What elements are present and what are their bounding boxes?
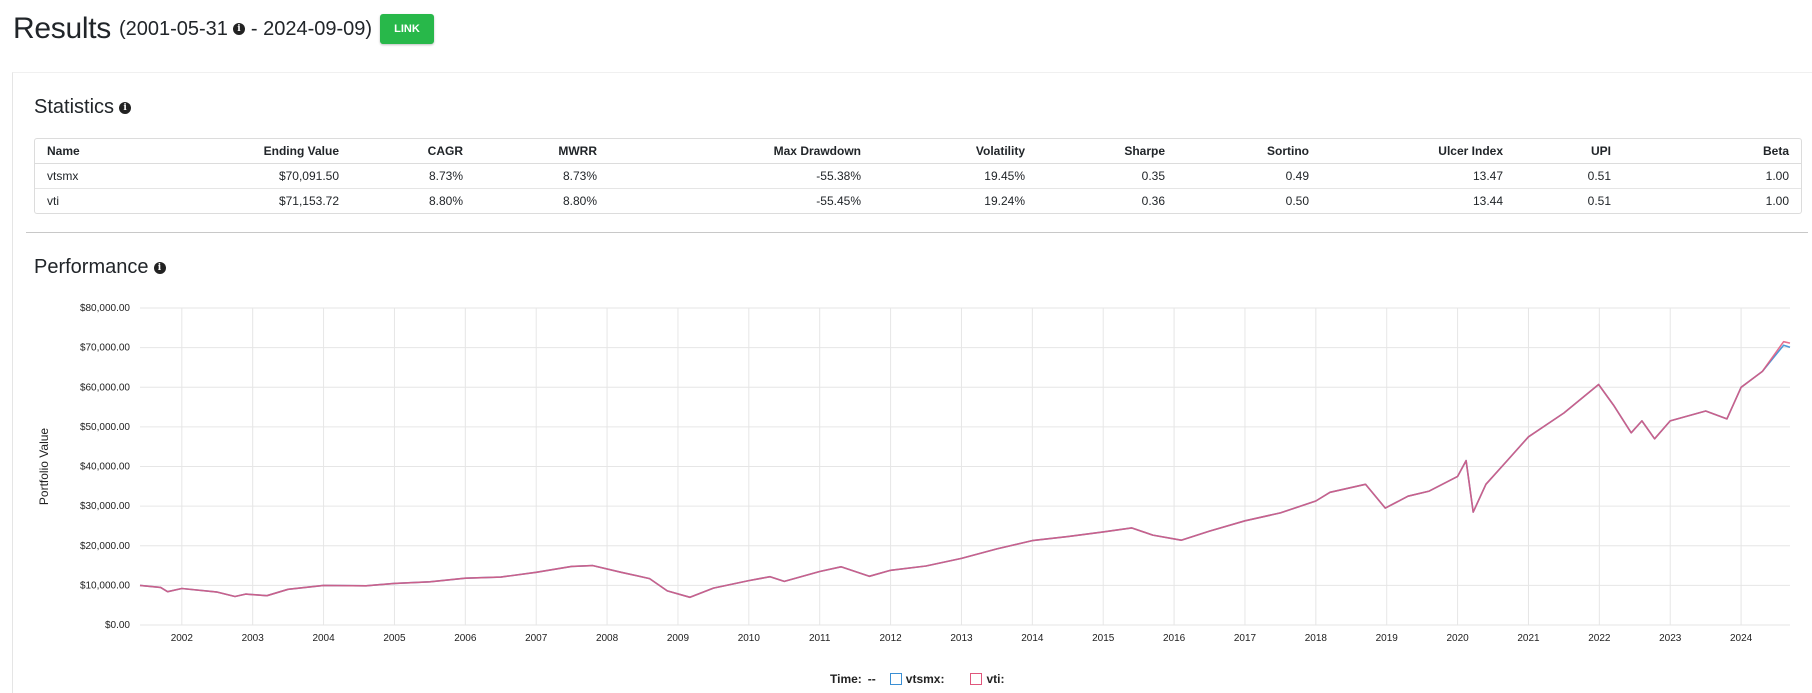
cell-sharpe: 0.36 [1141, 194, 1165, 208]
cell-sortino: 0.49 [1177, 164, 1321, 189]
x-tick-label: 2011 [809, 633, 831, 644]
column-header-mwrr[interactable]: MWRR [475, 139, 609, 164]
x-tick-label: 2017 [1234, 633, 1257, 644]
date-range: (2001-05-31 i - 2024-09-09) [119, 18, 372, 41]
table-header-row: Name Ending Value CAGR MWRR Max Drawdown… [35, 139, 1801, 164]
x-tick-label: 2022 [1588, 633, 1611, 644]
series-line-vti [139, 340, 1791, 599]
y-tick-label: $30,000.00 [80, 501, 130, 512]
cell-beta: 1.00 [1623, 164, 1801, 189]
cell-upi: 0.51 [1587, 194, 1611, 208]
x-tick-label: 2009 [667, 633, 690, 644]
series-line-vtsmx [139, 344, 1791, 599]
results-title: Results [13, 12, 111, 45]
cell-beta: 1.00 [1765, 194, 1789, 208]
cell-sortino: 0.50 [1285, 194, 1309, 208]
x-tick-label: 2024 [1730, 633, 1753, 644]
performance-heading: Performance i [34, 256, 172, 279]
cell-ulcer-index: 13.44 [1472, 194, 1503, 208]
column-header-sortino[interactable]: Sortino [1177, 139, 1321, 164]
y-tick-label: $80,000.00 [80, 303, 130, 314]
x-tick-label: 2021 [1517, 633, 1540, 644]
cell-max-drawdown: -55.38% [609, 164, 873, 189]
cell-cagr: 8.73% [351, 164, 475, 189]
legend-label-vti: vti: [986, 672, 1005, 686]
legend-swatch-vtsmx [889, 673, 902, 685]
x-tick-label: 2015 [1092, 633, 1115, 644]
cell-sharpe: 0.35 [1037, 164, 1177, 189]
date-range-start: (2001-05-31 [118, 17, 228, 40]
cell-max-drawdown: -55.45% [816, 194, 861, 208]
x-tick-label: 2013 [950, 633, 973, 644]
column-header-volatility[interactable]: Volatility [873, 139, 1037, 164]
x-tick-label: 2005 [383, 633, 406, 644]
y-tick-label: $40,000.00 [80, 462, 130, 473]
y-tick-label: $10,000.00 [80, 580, 130, 591]
section-divider [26, 232, 1808, 233]
results-header: Results (2001-05-31 i - 2024-09-09) LINK [13, 8, 434, 50]
results-panel [12, 72, 1812, 693]
performance-chart[interactable]: $0.00 $10,000.00 $20,000.00 $30,000.00 $40,0… [0, 290, 1812, 670]
x-tick-label: 2002 [171, 633, 194, 644]
x-tick-label: 2010 [738, 633, 761, 644]
cell-name: vtsmx [35, 164, 177, 189]
chart-legend: Time: -- vtsmx: vti: [830, 672, 1004, 686]
x-tick-label: 2014 [1021, 633, 1044, 644]
cell-cagr: 8.80% [428, 194, 463, 208]
cell-name: vti [47, 194, 59, 208]
legend-label-vtsmx: vtsmx: [905, 672, 945, 686]
cell-ending-value: $71,153.72 [278, 194, 339, 208]
column-header-max-drawdown[interactable]: Max Drawdown [609, 139, 873, 164]
cell-ulcer-index: 13.47 [1321, 164, 1515, 189]
x-tick-label: 2004 [312, 633, 335, 644]
legend-time-label: Time: [830, 672, 862, 686]
statistics-table: Name Ending Value CAGR MWRR Max Drawdown… [34, 138, 1802, 214]
x-tick-label: 2012 [879, 633, 902, 644]
info-icon[interactable]: i [153, 261, 166, 274]
x-tick-label: 2007 [525, 633, 548, 644]
column-header-beta[interactable]: Beta [1623, 139, 1801, 164]
x-tick-label: 2018 [1305, 633, 1328, 644]
performance-title: Performance [34, 256, 149, 278]
cell-mwrr: 8.73% [475, 164, 609, 189]
y-tick-label: $70,000.00 [80, 343, 130, 354]
table-row: vti $71,153.72 8.80% 8.80% -55.45% 19.24… [35, 189, 1801, 213]
y-tick-label: $20,000.00 [80, 541, 130, 552]
info-icon[interactable]: i [119, 101, 132, 114]
x-tick-label: 2008 [596, 633, 619, 644]
column-header-cagr[interactable]: CAGR [351, 139, 475, 164]
column-header-ending-value[interactable]: Ending Value [177, 139, 351, 164]
y-tick-label: $50,000.00 [80, 422, 130, 433]
y-axis-label: Portfolio Value [37, 428, 51, 505]
x-tick-label: 2020 [1446, 633, 1469, 644]
legend-time-value: -- [867, 672, 876, 686]
statistics-title: Statistics [34, 96, 115, 118]
column-header-sharpe[interactable]: Sharpe [1037, 139, 1177, 164]
cell-volatility: 19.45% [873, 164, 1037, 189]
cell-upi: 0.51 [1515, 164, 1623, 189]
x-tick-label: 2023 [1659, 633, 1682, 644]
table-row: vtsmx $70,091.50 8.73% 8.73% -55.38% 19.… [35, 164, 1801, 189]
statistics-heading: Statistics i [34, 96, 137, 119]
date-range-end: - 2024-09-09) [250, 17, 373, 40]
link-button[interactable]: LINK [380, 14, 434, 44]
cell-volatility: 19.24% [984, 194, 1025, 208]
x-tick-label: 2019 [1376, 633, 1399, 644]
info-icon[interactable]: i [232, 23, 245, 35]
x-tick-label: 2016 [1163, 633, 1186, 644]
column-header-ulcer-index[interactable]: Ulcer Index [1321, 139, 1515, 164]
column-header-name[interactable]: Name [35, 139, 177, 164]
x-tick-label: 2003 [242, 633, 265, 644]
column-header-upi[interactable]: UPI [1515, 139, 1623, 164]
y-tick-label: $60,000.00 [80, 382, 130, 393]
cell-ending-value: $70,091.50 [177, 164, 351, 189]
cell-mwrr: 8.80% [562, 194, 597, 208]
legend-swatch-vti [970, 673, 983, 685]
x-tick-label: 2006 [454, 633, 477, 644]
y-tick-label: $0.00 [105, 620, 130, 631]
